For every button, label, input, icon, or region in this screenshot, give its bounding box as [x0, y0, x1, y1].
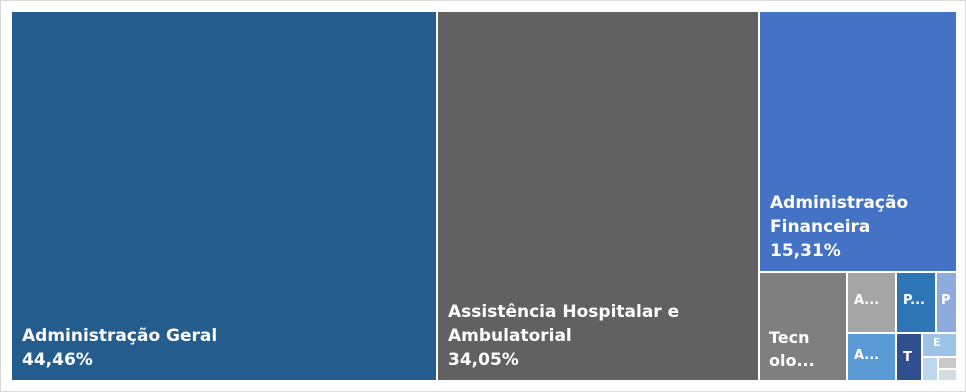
- tile-label: Tecn olo...: [769, 326, 815, 372]
- tile-label: Assistência Hospitalar e Ambulatorial 34…: [448, 300, 752, 372]
- tile-e[interactable]: E: [923, 334, 956, 356]
- tile-category: Tecn olo...: [769, 328, 815, 370]
- tile-label: A...: [854, 348, 893, 364]
- tile-t[interactable]: T: [897, 334, 921, 380]
- tile-category: Administração Financeira: [770, 193, 909, 237]
- tile-value: 34,05%: [448, 350, 519, 370]
- tile-p-light[interactable]: P: [937, 273, 956, 332]
- tile-administracao-geral[interactable]: Administração Geral 44,46%: [12, 12, 436, 380]
- tile-category: E: [933, 336, 941, 349]
- tile-label: T: [903, 350, 919, 366]
- tile-label: E: [933, 337, 955, 349]
- tile-label: P: [941, 293, 954, 309]
- tile-label: P...: [903, 293, 933, 309]
- tile-category: Administração Geral: [22, 326, 218, 346]
- tile-category: Assistência Hospitalar e Ambulatorial: [448, 302, 680, 346]
- tile-a-blue[interactable]: A...: [848, 334, 895, 380]
- tile-small-3[interactable]: [939, 370, 956, 380]
- tile-category: A...: [854, 293, 880, 308]
- tile-small-2[interactable]: [939, 358, 956, 368]
- tile-category: A...: [854, 348, 880, 363]
- tile-label: Administração Geral 44,46%: [22, 324, 430, 372]
- tile-label: Administração Financeira 15,31%: [770, 191, 950, 263]
- tile-a-gray[interactable]: A...: [848, 273, 895, 332]
- tile-small-1[interactable]: [923, 358, 937, 380]
- tile-value: 44,46%: [22, 350, 93, 370]
- tile-tecnologia[interactable]: Tecn olo...: [760, 273, 846, 380]
- tile-administracao-financeira[interactable]: Administração Financeira 15,31%: [760, 12, 956, 271]
- tile-category: P...: [903, 293, 925, 308]
- tile-value: 15,31%: [770, 241, 841, 261]
- tile-p-dark[interactable]: P...: [897, 273, 935, 332]
- tile-category: P: [941, 293, 951, 308]
- tile-assistencia-hospitalar[interactable]: Assistência Hospitalar e Ambulatorial 34…: [438, 12, 758, 380]
- tile-label: A...: [854, 293, 893, 309]
- tile-category: T: [903, 350, 912, 365]
